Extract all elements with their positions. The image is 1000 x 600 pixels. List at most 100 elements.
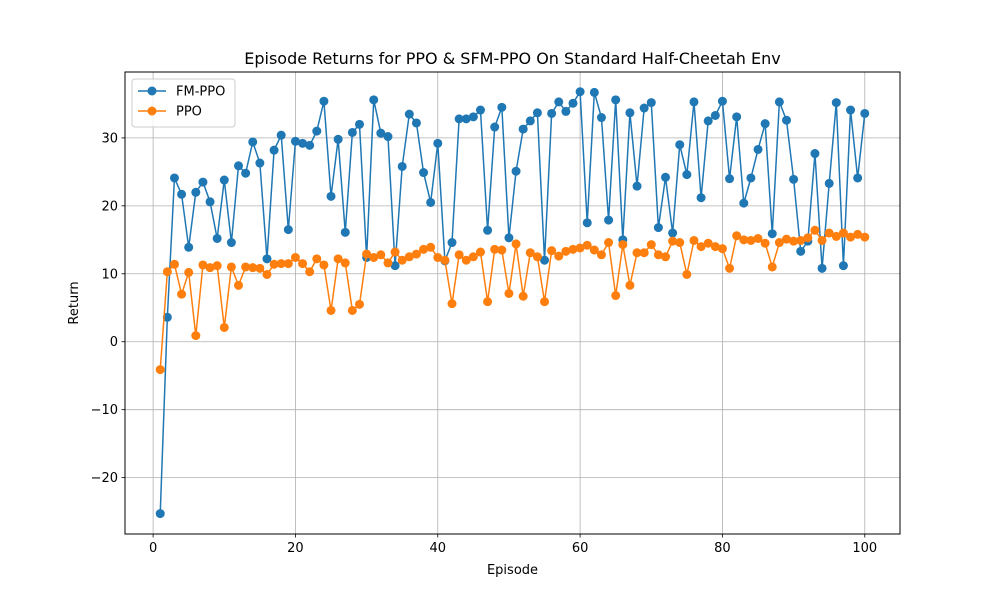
data-point-ppo bbox=[760, 238, 770, 248]
data-point-fm-ppo bbox=[824, 178, 834, 188]
data-point-ppo bbox=[362, 249, 372, 259]
data-point-fm-ppo bbox=[646, 98, 656, 108]
data-point-ppo bbox=[426, 242, 436, 252]
data-point-fm-ppo bbox=[319, 96, 329, 106]
data-point-ppo bbox=[447, 299, 457, 309]
data-point-ppo bbox=[248, 263, 258, 273]
data-point-ppo bbox=[376, 250, 386, 260]
data-point-ppo bbox=[468, 252, 478, 262]
data-point-fm-ppo bbox=[241, 168, 251, 178]
data-point-fm-ppo bbox=[461, 114, 471, 124]
x-tick-label: 80 bbox=[714, 541, 731, 556]
data-point-fm-ppo bbox=[390, 261, 400, 271]
data-point-fm-ppo bbox=[860, 108, 870, 118]
data-point-fm-ppo bbox=[838, 261, 848, 271]
data-point-fm-ppo bbox=[177, 189, 187, 199]
data-point-ppo bbox=[504, 288, 514, 298]
x-axis-label: Episode bbox=[487, 563, 538, 578]
data-point-fm-ppo bbox=[561, 106, 571, 116]
data-point-ppo bbox=[661, 252, 671, 262]
data-point-ppo bbox=[582, 240, 592, 250]
data-point-fm-ppo bbox=[668, 228, 678, 238]
data-point-ppo bbox=[739, 235, 749, 245]
data-point-fm-ppo bbox=[248, 137, 258, 147]
data-point-ppo bbox=[397, 255, 407, 265]
legend-label: FM-PPO bbox=[176, 85, 225, 100]
data-point-ppo bbox=[169, 259, 179, 269]
y-tick-label: −20 bbox=[91, 471, 118, 486]
data-point-fm-ppo bbox=[198, 177, 208, 187]
data-point-ppo bbox=[234, 280, 244, 290]
data-point-fm-ppo bbox=[447, 238, 457, 248]
data-point-fm-ppo bbox=[212, 233, 222, 243]
data-point-ppo bbox=[419, 244, 429, 254]
data-point-fm-ppo bbox=[433, 138, 443, 148]
data-point-fm-ppo bbox=[831, 98, 841, 108]
data-point-fm-ppo bbox=[347, 127, 357, 137]
data-point-ppo bbox=[696, 242, 706, 252]
data-point-fm-ppo bbox=[675, 140, 685, 150]
data-point-ppo bbox=[326, 305, 336, 315]
data-point-ppo bbox=[604, 238, 614, 248]
data-point-ppo bbox=[803, 233, 813, 243]
data-point-fm-ppo bbox=[169, 173, 179, 183]
data-point-ppo bbox=[853, 229, 863, 239]
data-point-fm-ppo bbox=[326, 191, 336, 201]
data-point-ppo bbox=[333, 254, 343, 264]
data-point-ppo bbox=[767, 262, 777, 272]
data-point-ppo bbox=[198, 260, 208, 270]
data-point-fm-ppo bbox=[661, 172, 671, 182]
data-point-fm-ppo bbox=[696, 193, 706, 203]
legend-marker bbox=[147, 106, 157, 116]
data-point-fm-ppo bbox=[404, 109, 414, 119]
data-point-fm-ppo bbox=[725, 174, 735, 184]
data-point-ppo bbox=[682, 269, 692, 279]
data-point-ppo bbox=[725, 263, 735, 273]
data-point-ppo bbox=[241, 262, 251, 272]
data-point-ppo bbox=[817, 235, 827, 245]
data-point-fm-ppo bbox=[717, 96, 727, 106]
data-point-fm-ppo bbox=[639, 103, 649, 113]
data-point-ppo bbox=[540, 297, 550, 307]
data-point-ppo bbox=[746, 235, 756, 245]
y-tick-label: 0 bbox=[110, 335, 118, 350]
data-point-fm-ppo bbox=[312, 126, 322, 136]
data-point-ppo bbox=[205, 263, 215, 273]
legend-label: PPO bbox=[176, 105, 202, 120]
legend-marker bbox=[147, 86, 157, 96]
data-point-ppo bbox=[789, 236, 799, 246]
data-point-ppo bbox=[411, 249, 421, 259]
data-point-fm-ppo bbox=[532, 108, 542, 118]
data-point-fm-ppo bbox=[205, 197, 215, 207]
data-point-fm-ppo bbox=[774, 97, 784, 107]
data-point-ppo bbox=[319, 260, 329, 270]
data-point-fm-ppo bbox=[689, 97, 699, 107]
data-point-ppo bbox=[632, 248, 642, 258]
x-tick-label: 100 bbox=[852, 541, 877, 556]
data-point-ppo bbox=[568, 244, 578, 254]
chart-title: Episode Returns for PPO & SFM-PPO On Sta… bbox=[244, 49, 781, 68]
data-point-ppo bbox=[390, 247, 400, 257]
series-ppo bbox=[155, 225, 870, 375]
data-point-ppo bbox=[810, 225, 820, 235]
data-point-fm-ppo bbox=[767, 229, 777, 239]
data-point-fm-ppo bbox=[525, 116, 535, 126]
x-tick-label: 20 bbox=[287, 541, 304, 556]
data-point-ppo bbox=[340, 258, 350, 268]
data-point-ppo bbox=[177, 289, 187, 299]
data-point-ppo bbox=[219, 322, 229, 332]
data-point-fm-ppo bbox=[732, 112, 742, 122]
data-point-fm-ppo bbox=[255, 158, 265, 168]
legend: FM-PPO PPO bbox=[131, 78, 236, 128]
x-tick-label: 40 bbox=[430, 541, 447, 556]
data-point-ppo bbox=[668, 236, 678, 246]
y-tick-label: −10 bbox=[91, 403, 118, 418]
data-point-ppo bbox=[191, 331, 201, 341]
data-point-ppo bbox=[383, 258, 393, 268]
axis-ticks: 0 20 40 60 80 100 −20 −10 0 10 20 30 bbox=[91, 131, 878, 556]
data-point-ppo bbox=[732, 231, 742, 241]
data-point-ppo bbox=[511, 239, 521, 249]
data-point-fm-ppo bbox=[419, 168, 429, 178]
data-point-ppo bbox=[490, 244, 500, 254]
y-tick-label: 30 bbox=[101, 131, 118, 146]
